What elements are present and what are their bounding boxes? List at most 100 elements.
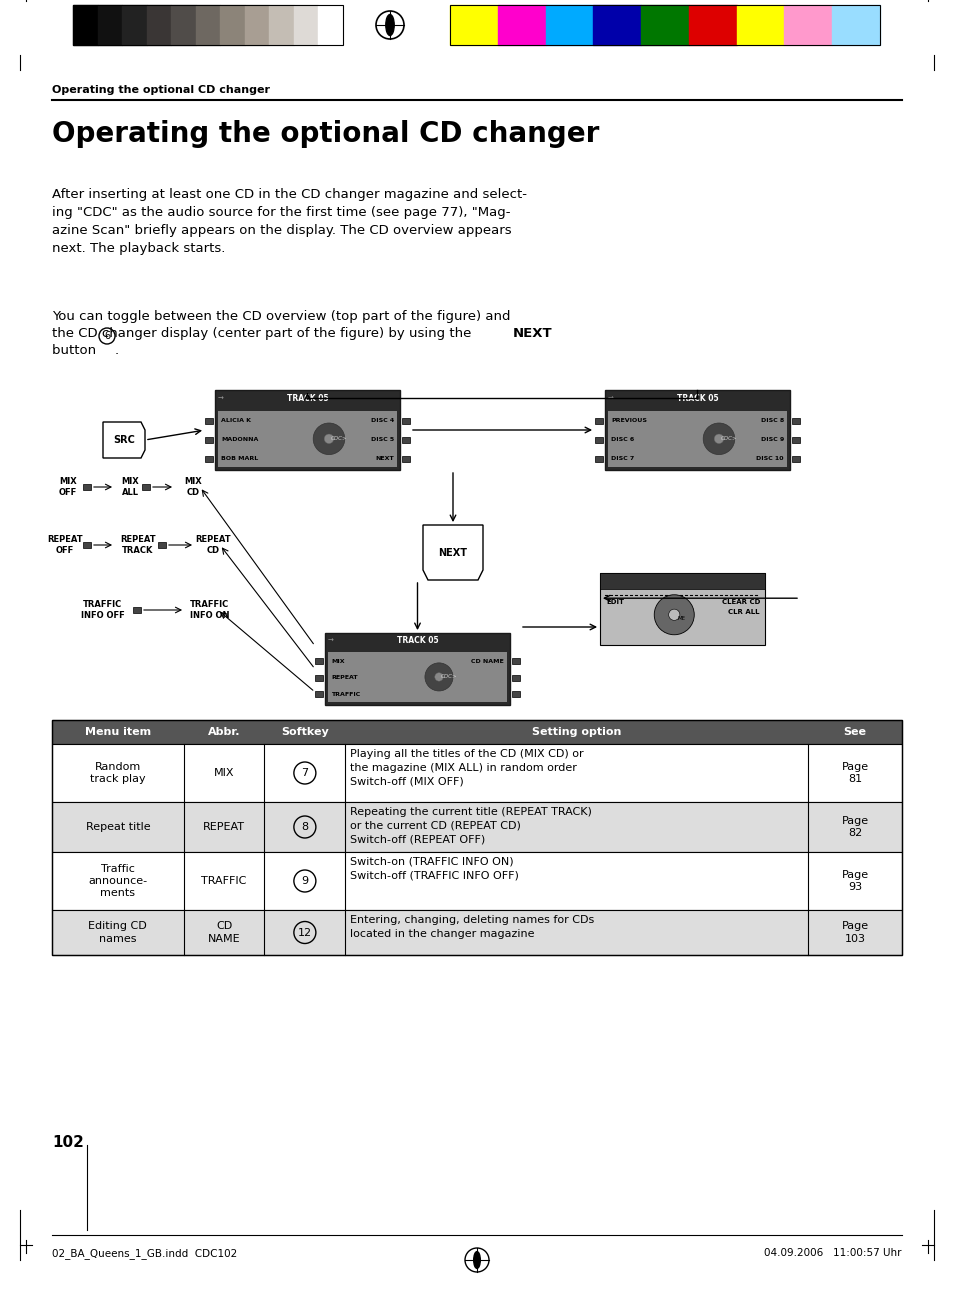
Text: REPEAT
CD: REPEAT CD xyxy=(195,535,231,555)
Bar xyxy=(325,633,510,706)
Text: Traffic
announce-
ments: Traffic announce- ments xyxy=(89,863,148,898)
Ellipse shape xyxy=(474,1251,479,1268)
Circle shape xyxy=(714,433,723,444)
Text: DISC 10: DISC 10 xyxy=(756,457,783,461)
Bar xyxy=(205,418,213,424)
Text: button: button xyxy=(52,344,100,357)
Text: Setting option: Setting option xyxy=(532,728,621,737)
Bar xyxy=(294,5,318,45)
Text: CD
NAME: CD NAME xyxy=(208,921,240,944)
Text: See: See xyxy=(842,728,866,737)
Bar xyxy=(593,5,640,45)
Text: CD NAME: CD NAME xyxy=(471,658,503,663)
Text: REPEAT
TRACK: REPEAT TRACK xyxy=(120,535,155,555)
Text: 6: 6 xyxy=(104,332,110,341)
Text: ME: ME xyxy=(677,617,684,622)
Text: 102: 102 xyxy=(52,1135,84,1149)
Bar xyxy=(450,5,879,45)
Text: 02_BA_Queens_1_GB.indd  CDC102: 02_BA_Queens_1_GB.indd CDC102 xyxy=(52,1247,237,1259)
Text: 7: 7 xyxy=(301,768,308,778)
Circle shape xyxy=(313,423,344,454)
Bar xyxy=(245,5,269,45)
Text: MIX: MIX xyxy=(331,658,344,663)
Text: DISC 8: DISC 8 xyxy=(760,418,783,423)
Bar xyxy=(73,5,97,45)
Text: MIX: MIX xyxy=(213,768,234,778)
Bar xyxy=(512,675,519,681)
Text: Switch-on (TRAFFIC INFO ON)
Switch-off (TRAFFIC INFO OFF): Switch-on (TRAFFIC INFO ON) Switch-off (… xyxy=(350,857,518,881)
Text: NEXT: NEXT xyxy=(375,457,394,461)
Text: DISC 4: DISC 4 xyxy=(371,418,394,423)
Bar xyxy=(269,5,294,45)
Circle shape xyxy=(702,423,734,454)
Text: CDC>: CDC> xyxy=(720,436,737,441)
Text: BOB MARL: BOB MARL xyxy=(221,457,258,461)
Bar xyxy=(214,390,399,470)
Circle shape xyxy=(424,663,453,691)
Bar xyxy=(640,5,688,45)
Bar xyxy=(791,455,800,462)
Text: MIX
ALL: MIX ALL xyxy=(121,477,139,497)
Bar xyxy=(205,455,213,462)
Bar xyxy=(688,5,736,45)
Text: NEXT: NEXT xyxy=(438,547,467,557)
Bar xyxy=(595,437,602,442)
Bar xyxy=(314,675,323,681)
Circle shape xyxy=(324,433,334,444)
Bar xyxy=(604,390,789,470)
Text: TRAFFIC: TRAFFIC xyxy=(201,876,247,886)
Text: ALICIA K: ALICIA K xyxy=(221,418,251,423)
Text: REPEAT: REPEAT xyxy=(203,822,245,832)
Bar xyxy=(52,802,901,851)
Bar xyxy=(147,5,171,45)
Bar xyxy=(599,573,764,645)
Bar xyxy=(52,720,901,744)
Bar xyxy=(122,5,147,45)
Bar xyxy=(83,484,91,490)
Circle shape xyxy=(435,672,443,681)
Text: Page
81: Page 81 xyxy=(841,762,868,784)
Text: Repeating the current title (REPEAT TRACK)
or the current CD (REPEAT CD)
Switch-: Repeating the current title (REPEAT TRAC… xyxy=(350,808,592,844)
Text: MIX
OFF: MIX OFF xyxy=(59,477,77,497)
Bar xyxy=(328,651,506,702)
Bar xyxy=(314,658,323,664)
Bar xyxy=(545,5,593,45)
Circle shape xyxy=(668,609,679,620)
Bar xyxy=(736,5,783,45)
Polygon shape xyxy=(422,525,482,580)
Text: Playing all the titles of the CD (MIX CD) or
the magazine (MIX ALL) in random or: Playing all the titles of the CD (MIX CD… xyxy=(350,749,583,786)
Bar xyxy=(401,418,410,424)
Text: SRC: SRC xyxy=(113,435,134,445)
Bar xyxy=(791,418,800,424)
Text: CLEAR CD: CLEAR CD xyxy=(720,599,760,605)
Text: CDC>: CDC> xyxy=(330,436,347,441)
Bar xyxy=(142,484,150,490)
Bar xyxy=(831,5,879,45)
Text: CLR ALL: CLR ALL xyxy=(728,609,760,615)
Text: EDIT: EDIT xyxy=(605,599,623,605)
Text: 8: 8 xyxy=(301,822,308,832)
Text: DISC 9: DISC 9 xyxy=(760,437,783,442)
Text: →: → xyxy=(607,396,613,401)
Text: Repeat title: Repeat title xyxy=(86,822,150,832)
Polygon shape xyxy=(103,422,145,458)
Bar xyxy=(512,691,519,698)
Text: Page
93: Page 93 xyxy=(841,869,868,893)
Text: 9: 9 xyxy=(301,876,308,886)
Text: REPEAT
OFF: REPEAT OFF xyxy=(47,535,83,555)
Bar xyxy=(595,418,602,424)
Text: Operating the optional CD changer: Operating the optional CD changer xyxy=(52,85,270,95)
Bar xyxy=(401,437,410,442)
Text: CDC>: CDC> xyxy=(440,675,456,680)
Text: Entering, changing, deleting names for CDs
located in the changer magazine: Entering, changing, deleting names for C… xyxy=(350,915,594,939)
Text: DISC 7: DISC 7 xyxy=(610,457,634,461)
Text: After inserting at least one CD in the CD changer magazine and select-
ing "CDC": After inserting at least one CD in the C… xyxy=(52,188,526,255)
Bar xyxy=(97,5,122,45)
Bar xyxy=(791,437,800,442)
Circle shape xyxy=(654,595,694,635)
Text: Random
track play: Random track play xyxy=(90,762,146,784)
Text: the CD changer display (center part of the figure) by using the: the CD changer display (center part of t… xyxy=(52,326,476,341)
Text: Softkey: Softkey xyxy=(281,728,329,737)
Bar xyxy=(220,5,245,45)
Text: REPEAT: REPEAT xyxy=(331,675,357,680)
